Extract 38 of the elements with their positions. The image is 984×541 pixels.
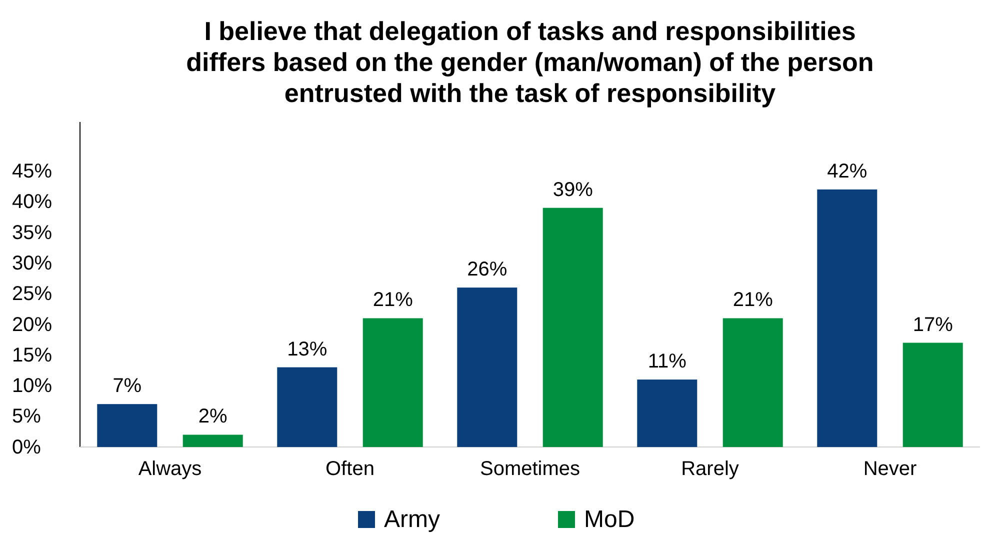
bar <box>182 434 243 447</box>
bar <box>902 342 963 447</box>
y-tick-label: 10% <box>12 375 52 398</box>
legend-label: MoD <box>584 506 635 533</box>
data-label: 17% <box>912 314 954 336</box>
bar <box>457 288 518 447</box>
y-tick-label: 0% <box>12 436 42 458</box>
chart-title: I believe that delegation of tasks and responsibilities differs based on the gender (man/woman) of the person entrusted with the task of responsibility <box>186 16 874 108</box>
data-label: 13% <box>287 338 328 360</box>
x-tick-label: Never <box>863 458 918 480</box>
data-label: 2% <box>198 406 228 428</box>
y-tick-label: 5% <box>12 406 42 428</box>
data-label: 26% <box>467 258 508 281</box>
data-label: 21% <box>732 289 774 312</box>
data-label: 7% <box>112 375 142 398</box>
y-tick-label: 40% <box>12 191 52 214</box>
bar <box>97 404 158 447</box>
data-label: 11% <box>648 350 687 373</box>
data-label: 21% <box>372 289 414 312</box>
data-label: 42% <box>827 160 868 182</box>
x-tick-label: Sometimes <box>480 458 580 480</box>
bar <box>637 380 698 447</box>
bar <box>542 208 603 447</box>
bar <box>722 318 783 447</box>
y-tick-label: 35% <box>12 222 52 244</box>
data-label: 39% <box>552 178 594 201</box>
bar <box>277 367 338 447</box>
x-tick-label: Always <box>138 458 202 480</box>
y-tick-label: 20% <box>12 314 52 336</box>
y-tick-label: 15% <box>12 344 52 366</box>
legend-label: Army <box>384 506 440 533</box>
y-tick-label: 25% <box>12 283 52 306</box>
x-tick-label: Often <box>326 458 374 480</box>
x-tick-label: Rarely <box>681 458 739 480</box>
y-tick-label: 30% <box>12 252 52 274</box>
y-tick-label: 45% <box>12 160 52 182</box>
bar <box>362 318 423 447</box>
bar <box>817 189 878 447</box>
